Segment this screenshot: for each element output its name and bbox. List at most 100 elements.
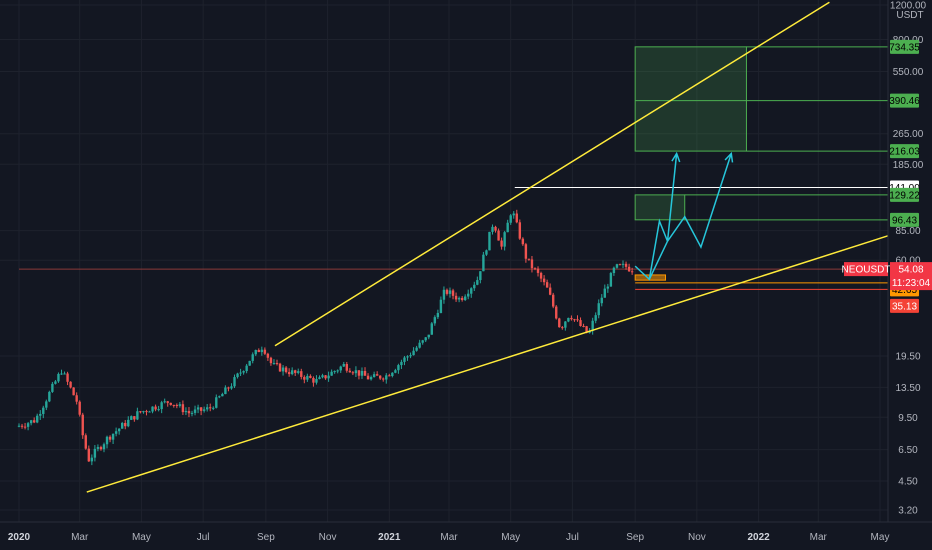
candle-body [178, 404, 182, 406]
time-tick-label: Mar [810, 532, 828, 543]
candle-body [312, 377, 315, 383]
time-tick-label: Sep [626, 532, 644, 543]
candle-body [521, 238, 525, 245]
candle-body [391, 372, 394, 376]
candle-body [591, 320, 594, 331]
last-price-label: 54.08 [898, 265, 923, 276]
candle-body [600, 297, 603, 304]
candle-body [114, 431, 118, 434]
candle-body [81, 414, 84, 436]
candle-body [445, 289, 449, 294]
price-tick-label: 185.00 [893, 160, 924, 171]
candle-body [536, 268, 540, 273]
candle-body [297, 371, 300, 373]
candle-body [627, 266, 631, 272]
time-tick-label: Nov [688, 532, 706, 543]
candle-body [169, 402, 172, 405]
candle-body [339, 366, 342, 371]
candle-body [327, 375, 330, 379]
candle-body [145, 411, 148, 413]
projection-arrows [634, 151, 734, 281]
time-tick-label: May [871, 532, 890, 543]
candle-body [336, 370, 339, 372]
candle-body [448, 290, 452, 294]
candle-body [388, 375, 391, 377]
candle-body [603, 288, 607, 298]
candle-body [166, 401, 169, 403]
time-axis[interactable]: 2020 Mar May Jul Sep Nov 2021 Mar May Jul Sep Nov 20… [0, 521, 932, 543]
candle-body [442, 289, 446, 300]
candle-body [184, 411, 188, 413]
last-price-tag [890, 262, 932, 291]
time-tick-label: 2020 [8, 532, 31, 543]
candle-body [418, 342, 421, 348]
candle-body [518, 222, 522, 239]
candle-body [248, 360, 251, 366]
candle-body [230, 386, 233, 389]
candle-body [555, 306, 558, 319]
candle-body [63, 373, 66, 375]
time-tick-label: 2021 [378, 532, 401, 543]
candle-body [133, 416, 136, 420]
candle-body [51, 383, 54, 392]
tag-734 [890, 39, 919, 54]
candle-body [382, 378, 385, 380]
candle-body [272, 363, 276, 365]
candle-body [576, 319, 579, 321]
symbol-tag [844, 262, 888, 277]
candle-body [558, 318, 561, 328]
time-tick-label: Mar [440, 532, 458, 543]
candle-body [287, 372, 291, 375]
candle-body [245, 365, 248, 372]
candle-body [75, 395, 78, 402]
candle-body [342, 364, 345, 367]
candle-body [257, 350, 260, 353]
symbol-tag-label: NEOUSDT [842, 265, 891, 276]
price-tick-label: 19.50 [895, 352, 920, 363]
grid [0, 0, 888, 522]
candle-body [509, 215, 512, 223]
candle-body [309, 375, 312, 378]
candle-body [524, 244, 528, 259]
candle-body [597, 303, 600, 316]
candle-body [457, 297, 461, 300]
candle-body [90, 457, 94, 462]
candle-body [20, 425, 24, 427]
candle-body [542, 278, 546, 283]
candle-body [354, 370, 358, 374]
time-tick-label: May [501, 532, 520, 543]
candle-body [366, 375, 370, 380]
candle-body [117, 428, 121, 432]
candle-body [582, 325, 585, 327]
candle-body [148, 411, 151, 413]
candle-body [190, 412, 194, 414]
candle-body [130, 416, 133, 420]
projection-arrowhead [724, 151, 734, 163]
candle-body [573, 319, 576, 321]
tag-390-label: 390.46 [889, 96, 920, 107]
candle-body [561, 327, 564, 329]
candle-body [470, 288, 473, 294]
candle-body [372, 374, 376, 378]
candle-body [157, 409, 160, 411]
candle-body [29, 420, 33, 424]
candle-body [612, 267, 616, 274]
candle-body [236, 373, 239, 378]
price-tags: 734.35390.46216.03141.00129.2296.4346.02… [842, 39, 932, 313]
projection-path-1 [634, 153, 678, 281]
candle-body [378, 375, 382, 379]
candle-body [93, 448, 97, 458]
target-zone-lower [634, 194, 686, 221]
candle-body [36, 415, 39, 423]
candle-body [66, 373, 69, 382]
candle-body [345, 364, 349, 371]
price-unit-label: USDT [896, 10, 923, 21]
candle-body [105, 436, 109, 445]
candle-body [23, 426, 27, 428]
candle-body [306, 375, 309, 380]
candle-body [124, 423, 127, 427]
candle-body [454, 295, 458, 300]
candle-body [500, 240, 503, 247]
